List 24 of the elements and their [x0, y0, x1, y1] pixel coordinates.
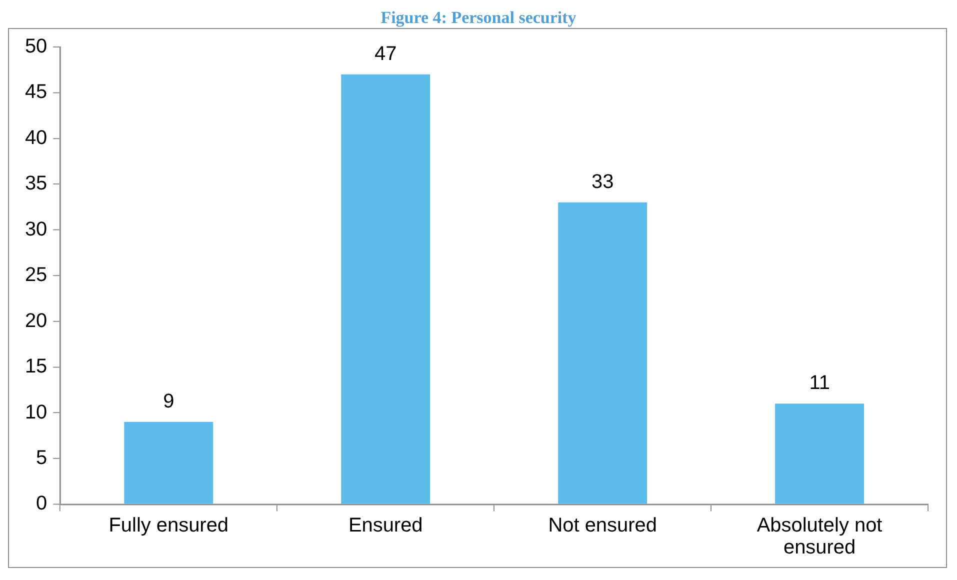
y-tick-label: 30 — [24, 218, 48, 240]
x-tick-label: Absolutely not ensured — [756, 514, 883, 559]
data-label: 47 — [374, 42, 397, 65]
x-tick-label: Ensured — [348, 514, 423, 537]
chart-title: Figure 4: Personal security — [380, 8, 578, 28]
y-tick-label: 20 — [24, 310, 48, 332]
data-label: 9 — [163, 390, 174, 412]
bar — [124, 422, 214, 504]
bar — [558, 202, 648, 504]
y-tick-label: 40 — [24, 126, 48, 149]
data-label: 33 — [591, 171, 614, 193]
y-tick-label: 15 — [24, 356, 48, 378]
x-tick-label: Not ensured — [548, 514, 657, 537]
y-tick-label: 50 — [24, 35, 48, 58]
y-tick-label: 5 — [36, 447, 48, 469]
y-tick-label: 10 — [24, 401, 48, 424]
x-tick-label: Fully ensured — [108, 514, 229, 537]
y-tick-label: 25 — [24, 264, 48, 286]
y-tick-label: 35 — [24, 172, 48, 195]
data-label: 11 — [809, 372, 830, 394]
y-tick-label: 0 — [36, 492, 48, 515]
y-tick-label: 45 — [24, 81, 48, 104]
bar — [341, 74, 430, 504]
bar — [775, 404, 864, 504]
